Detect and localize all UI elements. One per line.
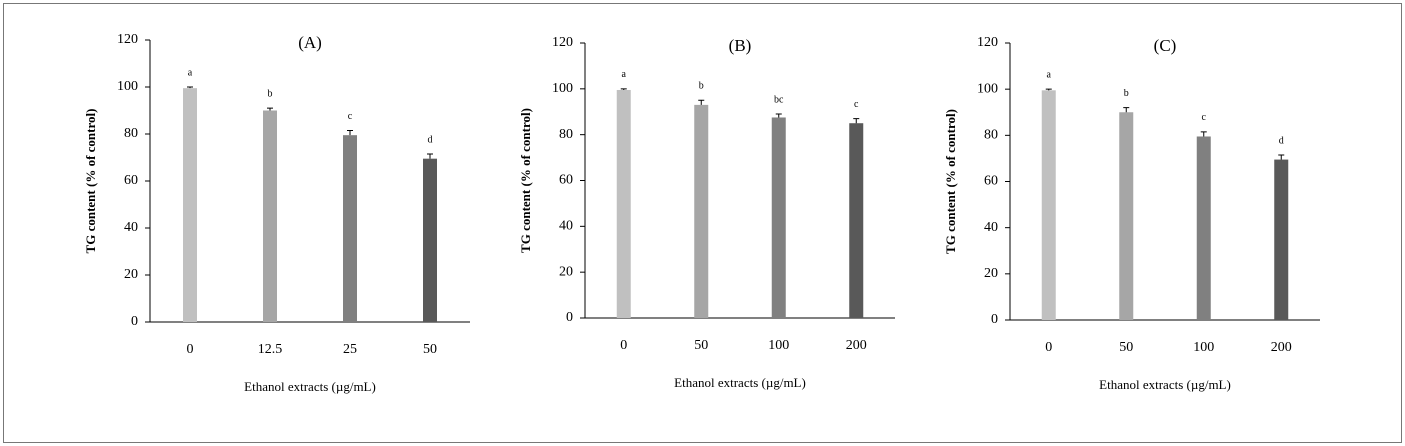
x-tick-label: 100	[1193, 340, 1214, 355]
significance-letter: b	[1124, 88, 1129, 99]
y-tick-label: 60	[984, 174, 998, 189]
error-bar	[775, 113, 782, 118]
bar	[1196, 136, 1211, 320]
x-tick-label: 25	[343, 342, 357, 357]
x-tick-label: 0	[620, 338, 627, 353]
bar	[1119, 112, 1134, 320]
y-tick-label: 80	[559, 127, 573, 142]
chart-title: (C)	[1154, 36, 1177, 55]
significance-letter: bc	[774, 94, 784, 105]
y-tick-label: 20	[984, 266, 998, 281]
bar	[849, 123, 864, 318]
x-tick-label: 200	[1271, 340, 1292, 355]
significance-letter: c	[854, 99, 859, 110]
error-bar	[187, 86, 193, 89]
error-bar	[267, 107, 273, 111]
error-bar	[347, 129, 353, 136]
significance-letter: a	[188, 67, 193, 78]
x-axis-label: Ethanol extracts (µg/mL)	[1099, 377, 1231, 392]
x-tick-label: 12.5	[258, 342, 283, 357]
y-tick-label: 0	[131, 314, 138, 329]
error-bar	[427, 153, 433, 159]
bar	[616, 89, 631, 319]
y-tick-label: 60	[124, 173, 138, 188]
x-axis-label: Ethanol extracts (µg/mL)	[674, 375, 806, 390]
y-tick-label: 80	[124, 126, 138, 141]
y-tick-label: 0	[566, 310, 573, 325]
bar	[423, 158, 437, 322]
chart-title: (A)	[298, 33, 322, 52]
y-tick-label: 20	[124, 267, 138, 282]
error-bar	[620, 88, 627, 90]
x-axis-label: Ethanol extracts (µg/mL)	[244, 379, 376, 394]
significance-letter: c	[348, 111, 353, 122]
error-bar	[1123, 107, 1130, 113]
x-tick-label: 50	[423, 342, 437, 357]
significance-letter: b	[699, 81, 704, 92]
x-tick-label: 50	[694, 338, 708, 353]
x-tick-label: 50	[1119, 340, 1133, 355]
bar	[263, 110, 277, 322]
y-tick-label: 40	[124, 220, 138, 235]
y-tick-label: 40	[559, 219, 573, 234]
y-axis-label: TG content (% of control)	[518, 108, 533, 253]
significance-letter: b	[268, 88, 273, 99]
y-tick-label: 120	[117, 32, 138, 47]
x-tick-label: 0	[1045, 340, 1052, 355]
y-tick-label: 120	[552, 35, 573, 50]
y-tick-label: 100	[117, 79, 138, 94]
x-tick-label: 0	[187, 342, 194, 357]
bar	[694, 104, 709, 318]
y-axis-label: TG content (% of control)	[943, 109, 958, 254]
significance-letter: a	[1047, 69, 1052, 80]
bar	[1041, 90, 1056, 320]
error-bar	[1045, 88, 1052, 91]
bar	[343, 135, 357, 322]
y-tick-label: 60	[559, 173, 573, 188]
y-tick-label: 120	[977, 35, 998, 50]
error-bar	[1278, 154, 1285, 160]
bar	[771, 117, 786, 319]
chart-title: (B)	[729, 36, 752, 55]
error-bar	[1200, 131, 1207, 137]
significance-letter: d	[1279, 135, 1284, 146]
bar	[183, 88, 197, 322]
y-axis-label: TG content (% of control)	[83, 109, 98, 254]
error-bar	[698, 99, 705, 105]
x-tick-label: 200	[846, 338, 867, 353]
significance-letter: d	[428, 134, 433, 145]
significance-letter: c	[1202, 112, 1207, 123]
y-tick-label: 100	[552, 81, 573, 96]
error-bar	[853, 118, 860, 124]
bar	[1274, 159, 1289, 320]
x-tick-label: 100	[768, 338, 789, 353]
significance-letter: a	[622, 69, 627, 80]
y-tick-label: 20	[559, 264, 573, 279]
y-tick-label: 80	[984, 128, 998, 143]
y-tick-label: 100	[977, 81, 998, 96]
y-tick-label: 40	[984, 220, 998, 235]
y-tick-label: 0	[991, 312, 998, 327]
